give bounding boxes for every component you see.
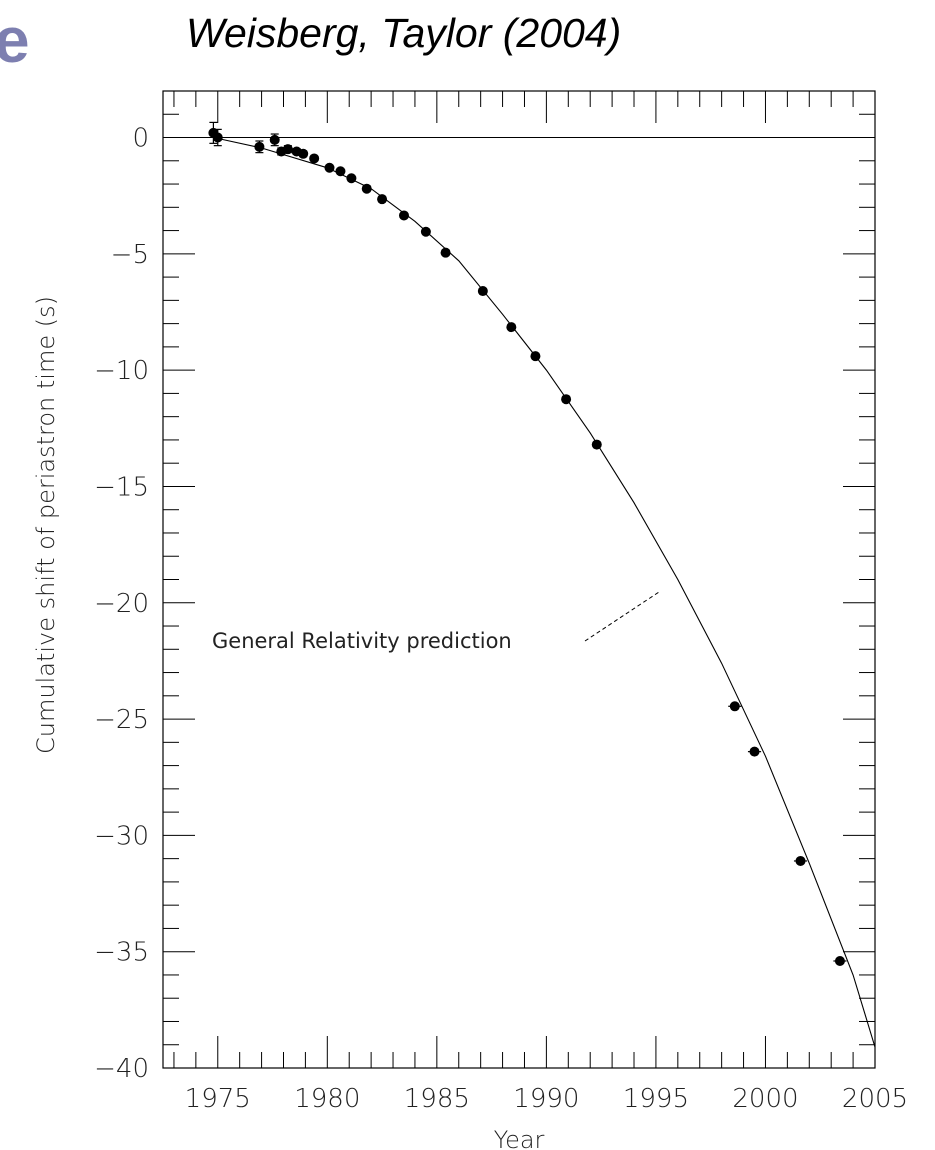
data-marker — [335, 166, 346, 177]
data-marker — [591, 439, 602, 450]
y-tick-labels: 0 −5 −10 −15 −20 −25 −30 −35 −40 — [94, 124, 149, 1084]
x-tick-label: 1995 — [623, 1084, 689, 1114]
data-marker — [324, 162, 335, 173]
data-point — [793, 855, 808, 866]
gr-prediction-curve — [213, 136, 876, 1048]
data-point — [254, 140, 265, 154]
data-marker — [398, 210, 409, 221]
data-points — [208, 121, 847, 966]
data-marker — [795, 855, 806, 866]
y-tick-label: 0 — [132, 124, 149, 154]
data-point — [747, 746, 762, 757]
data-point — [420, 226, 431, 237]
data-point — [833, 955, 847, 966]
data-marker — [282, 144, 293, 155]
plot-frame — [162, 90, 876, 1069]
data-marker — [729, 701, 740, 712]
y-axis-label: Cumulative shift of periastron time (s) — [32, 296, 60, 754]
chart-title: Weisberg, Taylor (2004) — [186, 10, 622, 56]
data-point — [591, 439, 602, 450]
data-point — [335, 166, 346, 177]
data-marker — [834, 955, 845, 966]
y-tick-label: −35 — [94, 938, 149, 968]
data-marker — [254, 141, 265, 152]
y-tick-label: −30 — [94, 821, 149, 851]
x-tick-label: 1985 — [404, 1084, 470, 1114]
data-point — [361, 183, 372, 194]
data-marker — [440, 247, 451, 258]
data-marker — [749, 746, 760, 757]
y-tick-label: −5 — [111, 240, 149, 270]
data-marker — [361, 183, 372, 194]
data-point — [398, 210, 409, 221]
y-tick-label: −25 — [94, 705, 149, 735]
data-point — [440, 247, 451, 258]
data-point — [346, 173, 357, 184]
data-point — [324, 162, 335, 173]
data-marker — [298, 148, 309, 159]
y-tick-label: −15 — [94, 472, 149, 502]
x-tick-label: 1990 — [513, 1084, 579, 1114]
x-tick-labels: 1975 1980 1985 1990 1995 2000 2005 — [185, 1084, 908, 1114]
data-marker — [530, 351, 541, 362]
annotation-leader — [584, 590, 661, 642]
axis-ticks — [163, 90, 876, 1069]
x-tick-label: 1975 — [185, 1084, 251, 1114]
data-marker — [420, 226, 431, 237]
y-tick-label: −20 — [94, 589, 149, 619]
title-fragment: e — [0, 4, 30, 76]
x-tick-label: 1980 — [294, 1084, 360, 1114]
y-tick-label: −10 — [94, 356, 149, 386]
x-axis-label: Year — [494, 1126, 545, 1150]
data-point — [728, 701, 742, 712]
data-point — [212, 128, 223, 147]
data-marker — [309, 153, 320, 164]
y-tick-label: −40 — [94, 1054, 149, 1084]
data-marker — [269, 134, 280, 145]
data-point — [298, 148, 309, 159]
data-point — [530, 351, 541, 362]
prediction-curve-group — [163, 136, 876, 1048]
annotation-label: General Relativity prediction — [212, 629, 512, 653]
data-point — [309, 153, 320, 164]
data-point — [477, 286, 488, 297]
data-point — [506, 322, 517, 333]
data-marker — [212, 132, 223, 143]
annotations: General Relativity prediction — [212, 590, 661, 653]
x-tick-label: 2005 — [842, 1084, 908, 1114]
data-point — [282, 144, 293, 155]
data-marker — [346, 173, 357, 184]
data-point — [561, 394, 572, 405]
data-marker — [377, 194, 388, 205]
data-marker — [477, 286, 488, 297]
x-tick-label: 2000 — [732, 1084, 798, 1114]
data-marker — [506, 322, 517, 333]
data-point — [377, 194, 388, 205]
data-point — [269, 133, 280, 147]
data-marker — [561, 394, 572, 405]
